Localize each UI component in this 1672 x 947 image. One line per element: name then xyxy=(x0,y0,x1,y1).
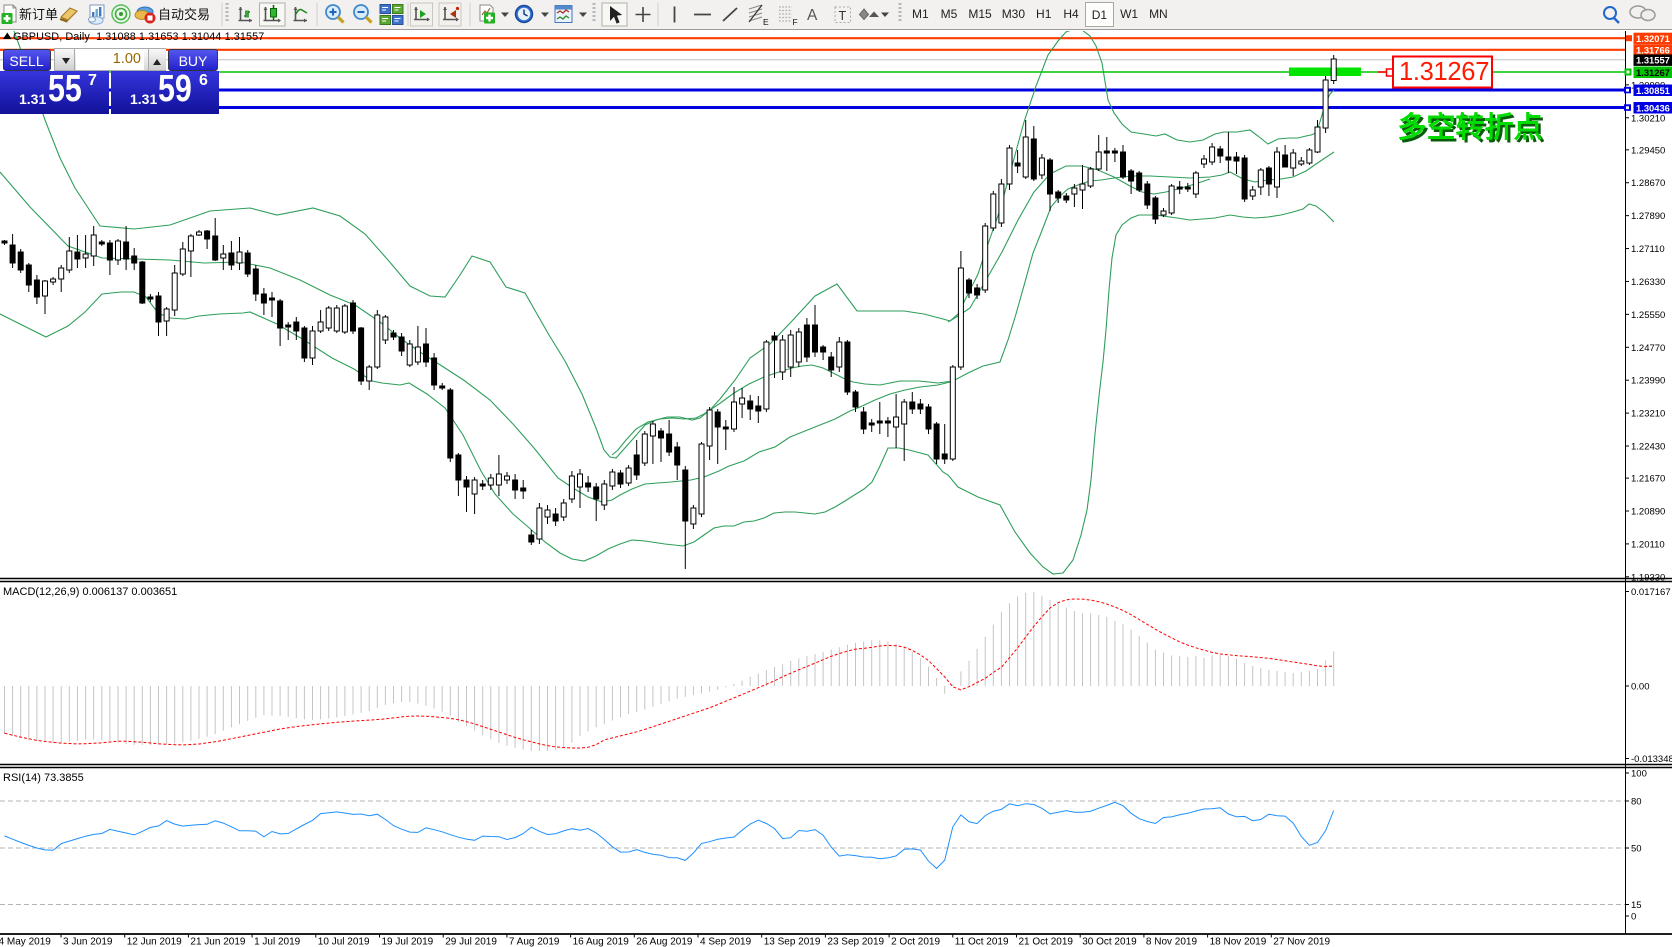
svg-text:4 Sep 2019: 4 Sep 2019 xyxy=(700,937,752,947)
svg-text:1.28670: 1.28670 xyxy=(1631,178,1665,189)
svg-text:自动交易: 自动交易 xyxy=(158,7,210,22)
svg-text:12 Jun 2019: 12 Jun 2019 xyxy=(127,937,182,947)
svg-text:1.20890: 1.20890 xyxy=(1631,507,1665,518)
svg-text:1.30851: 1.30851 xyxy=(1636,85,1670,96)
svg-text:A: A xyxy=(807,7,818,24)
svg-text:1.20110: 1.20110 xyxy=(1631,539,1665,550)
svg-text:1.30210: 1.30210 xyxy=(1631,113,1665,124)
svg-text:1.26330: 1.26330 xyxy=(1631,277,1665,288)
svg-text:1 Jul 2019: 1 Jul 2019 xyxy=(254,937,301,947)
svg-text:1.31267: 1.31267 xyxy=(1399,58,1489,86)
svg-text:新订单: 新订单 xyxy=(19,7,58,22)
svg-text:0.017167: 0.017167 xyxy=(1631,587,1671,598)
svg-text:1.23210: 1.23210 xyxy=(1631,409,1665,420)
svg-text:1.24770: 1.24770 xyxy=(1631,343,1665,354)
svg-text:10 Jul 2019: 10 Jul 2019 xyxy=(318,937,370,947)
svg-text:MACD(12,26,9) 0.006137 0.00365: MACD(12,26,9) 0.006137 0.003651 xyxy=(3,586,177,598)
svg-text:多空转折点: 多空转折点 xyxy=(1398,110,1543,144)
svg-text:24 May 2019: 24 May 2019 xyxy=(0,937,51,947)
svg-text:1.27890: 1.27890 xyxy=(1631,211,1665,222)
svg-text:29 Jul 2019: 29 Jul 2019 xyxy=(445,937,497,947)
svg-text:E: E xyxy=(763,17,769,27)
svg-text:3 Jun 2019: 3 Jun 2019 xyxy=(63,937,113,947)
svg-text:1.29450: 1.29450 xyxy=(1631,145,1665,156)
svg-text:13 Sep 2019: 13 Sep 2019 xyxy=(764,937,821,947)
svg-text:GBPUSD, Daily 1.31088 1.31653: GBPUSD, Daily 1.31088 1.31653 1.31044 1.… xyxy=(13,31,264,43)
svg-text:1.25550: 1.25550 xyxy=(1631,310,1665,321)
svg-text:1.30436: 1.30436 xyxy=(1636,102,1670,113)
svg-text:30 Oct 2019: 30 Oct 2019 xyxy=(1082,937,1137,947)
svg-text:15: 15 xyxy=(1631,900,1642,911)
svg-text:19 Jul 2019: 19 Jul 2019 xyxy=(382,937,434,947)
svg-text:1.31557: 1.31557 xyxy=(1636,55,1670,66)
svg-text:1.27110: 1.27110 xyxy=(1631,244,1665,255)
svg-text:80: 80 xyxy=(1631,797,1642,808)
svg-text:1.21670: 1.21670 xyxy=(1631,474,1665,485)
svg-text:21 Jun 2019: 21 Jun 2019 xyxy=(190,937,245,947)
svg-text:27 Nov 2019: 27 Nov 2019 xyxy=(1273,937,1330,947)
svg-text:0.00: 0.00 xyxy=(1631,682,1650,693)
svg-text:23 Sep 2019: 23 Sep 2019 xyxy=(827,937,884,947)
svg-text:8 Nov 2019: 8 Nov 2019 xyxy=(1146,937,1198,947)
svg-text:26 Aug 2019: 26 Aug 2019 xyxy=(636,937,693,947)
svg-text:7 Aug 2019: 7 Aug 2019 xyxy=(509,937,560,947)
svg-text:11 Oct 2019: 11 Oct 2019 xyxy=(955,937,1009,947)
svg-text:18 Nov 2019: 18 Nov 2019 xyxy=(1210,937,1267,947)
svg-text:0: 0 xyxy=(1631,912,1636,923)
svg-text:T: T xyxy=(839,9,847,23)
svg-text:100: 100 xyxy=(1631,769,1647,780)
svg-text:1.31766: 1.31766 xyxy=(1636,45,1670,56)
svg-text:F: F xyxy=(793,17,798,27)
svg-text:RSI(14) 73.3855: RSI(14) 73.3855 xyxy=(3,772,84,784)
svg-text:21 Oct 2019: 21 Oct 2019 xyxy=(1019,937,1074,947)
svg-text:50: 50 xyxy=(1631,844,1642,855)
svg-text:1.19330: 1.19330 xyxy=(1631,572,1665,583)
svg-text:1.31267: 1.31267 xyxy=(1636,67,1670,78)
svg-text:多空转折点: 多空转折点 xyxy=(1400,113,1545,147)
svg-text:-0.013348: -0.013348 xyxy=(1631,754,1672,765)
svg-text:1.23990: 1.23990 xyxy=(1631,376,1665,387)
svg-text:2 Oct 2019: 2 Oct 2019 xyxy=(891,937,940,947)
svg-text:16 Aug 2019: 16 Aug 2019 xyxy=(573,937,630,947)
svg-text:1.32071: 1.32071 xyxy=(1636,33,1670,44)
svg-text:1.22430: 1.22430 xyxy=(1631,442,1665,453)
